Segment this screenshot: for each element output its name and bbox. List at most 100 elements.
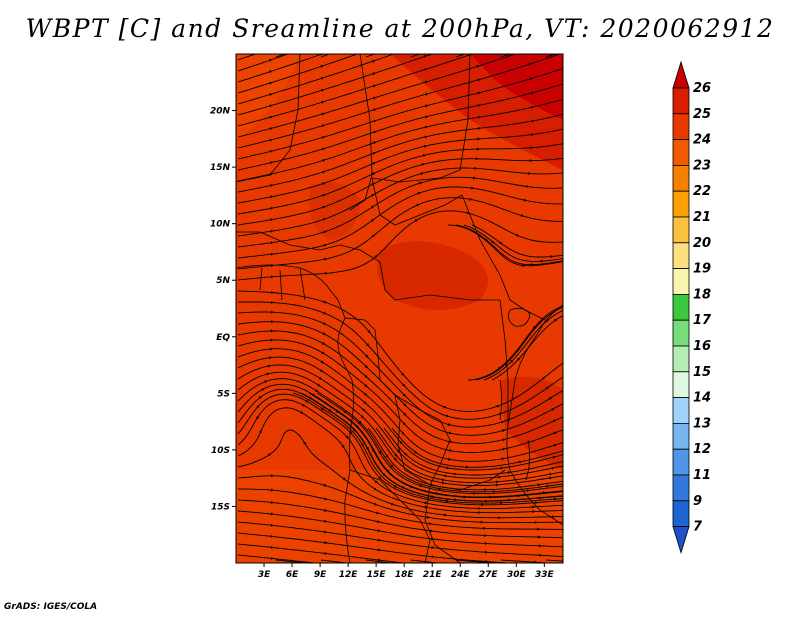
streamline-arrow	[372, 59, 376, 63]
streamline-arrow	[371, 194, 375, 197]
streamline-arrow	[534, 560, 537, 563]
streamline-arrow	[385, 454, 389, 458]
colorbar-swatch	[672, 242, 690, 270]
colorbar-label: 25	[693, 107, 711, 122]
streamline-arrow	[364, 374, 368, 378]
streamline-arrow	[502, 447, 506, 451]
streamline-arrow	[422, 154, 427, 158]
streamline-arrow	[508, 498, 512, 502]
streamline-arrow	[510, 359, 514, 363]
streamline-arrow	[271, 290, 274, 295]
border-12	[349, 469, 431, 563]
streamline-arrow	[425, 92, 429, 96]
streamline	[410, 54, 422, 58]
border-9	[394, 394, 506, 491]
y-tick-label: EQ	[216, 333, 230, 343]
streamline-arrow	[537, 483, 541, 487]
streamline-arrow	[328, 408, 332, 412]
streamline-arrow	[431, 545, 435, 549]
streamline-arrow	[492, 490, 496, 494]
colorbar-swatch	[672, 397, 690, 424]
streamline-arrow	[484, 238, 488, 242]
streamline-arrow	[270, 534, 274, 538]
streamline-arrow	[475, 157, 479, 161]
streamline	[292, 392, 563, 504]
streamline-arrow	[484, 541, 488, 545]
streamline-arrow	[424, 68, 428, 72]
streamline-arrow	[529, 77, 533, 81]
colorbar-label: 15	[693, 365, 711, 380]
streamline	[237, 210, 563, 281]
streamline	[237, 399, 563, 509]
streamline-arrow	[517, 494, 521, 498]
streamline-arrow	[446, 414, 450, 418]
streamline-arrow	[271, 488, 274, 492]
streamline-arrow	[269, 149, 274, 153]
streamline	[365, 559, 394, 563]
colorbar-label: 14	[693, 391, 711, 406]
streamline-arrow	[269, 115, 273, 119]
streamline-arrow	[549, 472, 553, 476]
streamline-arrow	[258, 430, 262, 434]
streamline-arrow	[322, 170, 326, 174]
streamline-arrow	[426, 515, 430, 519]
streamline-arrow	[394, 453, 398, 457]
streamline-arrow	[373, 141, 377, 145]
streamline-arrow	[323, 483, 327, 487]
streamline-arrow	[323, 311, 327, 315]
streamline-arrow	[322, 147, 326, 151]
streamline-arrow	[481, 503, 485, 507]
streamline-arrow	[465, 465, 469, 469]
streamline-arrow	[378, 558, 382, 562]
streamline-arrow	[424, 135, 428, 139]
streamline-arrow	[500, 466, 504, 470]
streamline	[237, 321, 563, 436]
streamline-arrow	[495, 483, 499, 487]
streamline-arrow	[266, 372, 270, 376]
x-axis-ticks: 3E 6E 9E 12E 15E 18E 21E 24E 27E 30E 33E	[258, 563, 554, 580]
streamline	[237, 554, 319, 563]
streamline-arrow	[322, 159, 326, 163]
streamline-arrow	[414, 450, 418, 454]
streamline-arrow	[271, 474, 274, 478]
streamline-arrow	[256, 405, 260, 409]
streamline-arrow	[448, 448, 452, 452]
streamline-arrow	[549, 476, 553, 480]
streamline-arrow	[403, 403, 407, 407]
streamline-arrow	[300, 410, 304, 414]
colorbar-label: 9	[693, 494, 702, 509]
streamline-arrow	[528, 171, 532, 175]
streamline-arrow	[551, 466, 555, 470]
streamline-arrow	[363, 400, 367, 404]
streamline-arrow	[552, 419, 557, 423]
streamline-arrow	[545, 386, 550, 390]
streamline	[237, 167, 563, 237]
streamline-arrow	[403, 412, 407, 416]
streamline-arrow	[324, 519, 328, 523]
streamline-arrow	[414, 219, 418, 223]
streamline-arrow	[526, 489, 530, 493]
border-5	[461, 194, 546, 321]
streamline-arrow	[270, 195, 274, 199]
colorbar-label: 7	[693, 520, 703, 535]
chart-title: WBPT [C] and Sreamline at 200hPa, VT: 20…	[25, 14, 775, 43]
streamline-arrow	[270, 241, 274, 245]
streamline-arrow	[390, 502, 395, 506]
streamline-arrow	[419, 181, 423, 185]
colorbar-label: 23	[693, 158, 711, 173]
streamline	[300, 392, 563, 502]
streamline-arrow	[477, 91, 481, 95]
streamline-arrow	[497, 366, 501, 370]
streamline-arrow	[335, 409, 340, 413]
streamline-arrow	[377, 538, 381, 542]
streamline-arrow	[270, 229, 274, 233]
streamline-arrow	[373, 96, 377, 100]
x-tick-label: 27E	[479, 570, 499, 580]
streamline-arrow	[528, 62, 532, 66]
streamline-arrow	[378, 476, 382, 480]
x-tick-label: 24E	[451, 570, 471, 580]
streamline-arrow	[269, 138, 273, 142]
streamline-arrow	[399, 440, 403, 445]
streamline	[237, 157, 563, 226]
streamline-arrow	[476, 65, 480, 68]
